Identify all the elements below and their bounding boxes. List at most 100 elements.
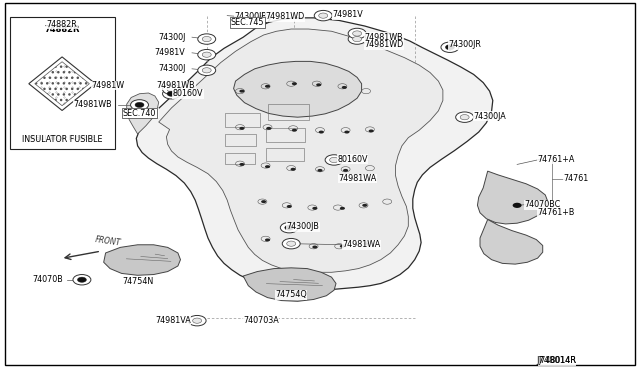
Circle shape [239, 163, 244, 166]
Text: 740703A: 740703A [243, 316, 279, 325]
Circle shape [261, 200, 266, 203]
Text: 74981WA: 74981WA [342, 240, 381, 249]
Text: 74981WD: 74981WD [365, 40, 404, 49]
Circle shape [193, 318, 202, 323]
Circle shape [135, 102, 144, 108]
Circle shape [312, 246, 317, 248]
Text: 74882R: 74882R [47, 20, 77, 29]
Circle shape [445, 45, 454, 50]
Text: SEC.740: SEC.740 [125, 109, 158, 118]
Text: 74981V: 74981V [155, 48, 186, 57]
Circle shape [456, 112, 474, 122]
Circle shape [202, 52, 211, 57]
Text: 74754N: 74754N [122, 278, 153, 286]
Circle shape [131, 100, 148, 110]
Circle shape [319, 131, 324, 134]
Circle shape [441, 42, 459, 52]
Circle shape [163, 89, 180, 99]
Bar [268, 104, 309, 120]
Polygon shape [480, 219, 543, 264]
Polygon shape [243, 268, 336, 301]
Text: SEC.745: SEC.745 [230, 18, 264, 27]
Circle shape [285, 225, 294, 230]
Circle shape [167, 91, 176, 96]
Text: 74300J: 74300J [158, 64, 186, 73]
Text: 74981WB: 74981WB [157, 81, 195, 90]
Circle shape [312, 207, 317, 210]
Circle shape [282, 238, 300, 249]
Text: J748014R: J748014R [536, 356, 576, 365]
Polygon shape [159, 29, 443, 272]
Circle shape [188, 315, 206, 326]
Polygon shape [127, 93, 159, 134]
Text: INSULATOR FUSIBLE: INSULATOR FUSIBLE [29, 135, 95, 141]
Text: 74070B: 74070B [32, 275, 63, 284]
Text: 74300JB: 74300JB [287, 222, 319, 231]
Text: SEC.745: SEC.745 [230, 18, 264, 27]
Circle shape [257, 16, 266, 21]
Circle shape [342, 86, 347, 89]
Circle shape [314, 10, 332, 21]
Circle shape [77, 277, 86, 282]
Text: SEC.740: SEC.740 [123, 109, 156, 118]
Circle shape [292, 129, 297, 132]
Text: 74882R: 74882R [44, 25, 80, 34]
Text: 74300JA: 74300JA [474, 112, 506, 121]
Text: 74300J: 74300J [158, 33, 186, 42]
Bar [225, 153, 255, 164]
Polygon shape [477, 171, 548, 224]
Circle shape [364, 242, 369, 245]
Circle shape [257, 16, 266, 21]
Text: 74761: 74761 [563, 174, 588, 183]
Text: 80160V: 80160V [173, 89, 204, 98]
Text: 74300JR: 74300JR [448, 40, 481, 49]
Bar [225, 113, 260, 127]
Circle shape [167, 87, 176, 92]
Text: 74981WA: 74981WA [338, 174, 376, 183]
Text: 74070BC: 74070BC [525, 200, 561, 209]
Circle shape [265, 238, 270, 241]
Text: 80160V: 80160V [337, 155, 368, 164]
Bar [266, 128, 305, 142]
Circle shape [202, 68, 211, 73]
Circle shape [265, 165, 270, 168]
Polygon shape [104, 245, 180, 275]
Circle shape [287, 241, 296, 246]
Circle shape [348, 28, 366, 39]
Text: J748014R: J748014R [538, 356, 576, 365]
Text: 74981VA: 74981VA [155, 316, 191, 325]
Text: FRONT: FRONT [95, 235, 122, 247]
Text: 74981WB: 74981WB [74, 100, 112, 109]
Circle shape [362, 204, 367, 207]
Circle shape [369, 129, 374, 132]
Circle shape [319, 13, 328, 18]
Text: 74300JB: 74300JB [235, 12, 268, 21]
Circle shape [163, 84, 180, 94]
Text: 74981WD: 74981WD [266, 12, 305, 21]
Circle shape [353, 36, 362, 42]
Circle shape [73, 275, 91, 285]
Circle shape [291, 168, 296, 171]
Circle shape [198, 34, 216, 44]
Text: INSULATOR FUSIBLE: INSULATOR FUSIBLE [22, 135, 102, 144]
Circle shape [344, 131, 349, 134]
Text: 74981WB: 74981WB [365, 33, 403, 42]
Text: 74981V: 74981V [333, 10, 364, 19]
Bar [266, 148, 304, 161]
Circle shape [198, 49, 216, 60]
Bar [225, 134, 256, 146]
Circle shape [265, 85, 270, 88]
Circle shape [330, 157, 339, 163]
Circle shape [266, 127, 271, 130]
Circle shape [325, 155, 343, 165]
Circle shape [513, 203, 522, 208]
Circle shape [135, 102, 144, 108]
Circle shape [252, 13, 270, 23]
Circle shape [280, 222, 298, 233]
Polygon shape [234, 61, 362, 117]
Text: 74761+A: 74761+A [538, 155, 575, 164]
Circle shape [340, 207, 345, 210]
Circle shape [239, 90, 244, 93]
Text: 74981W: 74981W [92, 81, 125, 90]
Circle shape [77, 277, 86, 282]
